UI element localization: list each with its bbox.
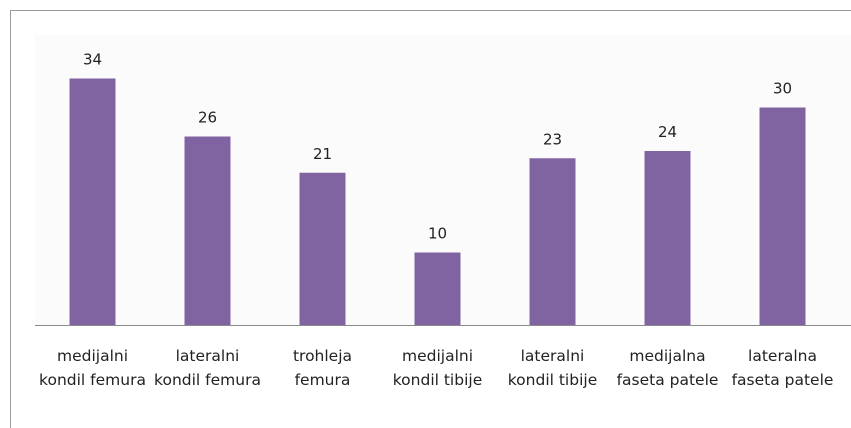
chart-frame bbox=[10, 10, 851, 428]
bar bbox=[759, 107, 806, 325]
x-tick-label: lateralni kondil femura bbox=[154, 347, 261, 389]
bar bbox=[414, 252, 461, 325]
data-label: 21 bbox=[313, 145, 332, 163]
x-tick-label: lateralni kondil tibije bbox=[507, 347, 598, 389]
bar bbox=[644, 151, 691, 325]
x-tick-label: medijalna faseta patele bbox=[616, 347, 719, 389]
bar bbox=[184, 136, 231, 325]
x-tick-label: medijalni kondil femura bbox=[39, 347, 146, 389]
x-tick-label: lateralna faseta patele bbox=[731, 347, 834, 389]
data-label: 10 bbox=[428, 225, 447, 243]
data-label: 23 bbox=[543, 130, 562, 148]
data-label: 34 bbox=[83, 51, 102, 69]
bar bbox=[69, 78, 116, 325]
data-label: 30 bbox=[773, 80, 792, 98]
x-tick-label: trohleja femura bbox=[292, 347, 353, 389]
data-label: 24 bbox=[658, 123, 677, 141]
bar bbox=[529, 158, 576, 325]
x-tick-label: medijalni kondil tibije bbox=[392, 347, 483, 389]
bar bbox=[299, 172, 346, 325]
data-label: 26 bbox=[198, 109, 217, 127]
